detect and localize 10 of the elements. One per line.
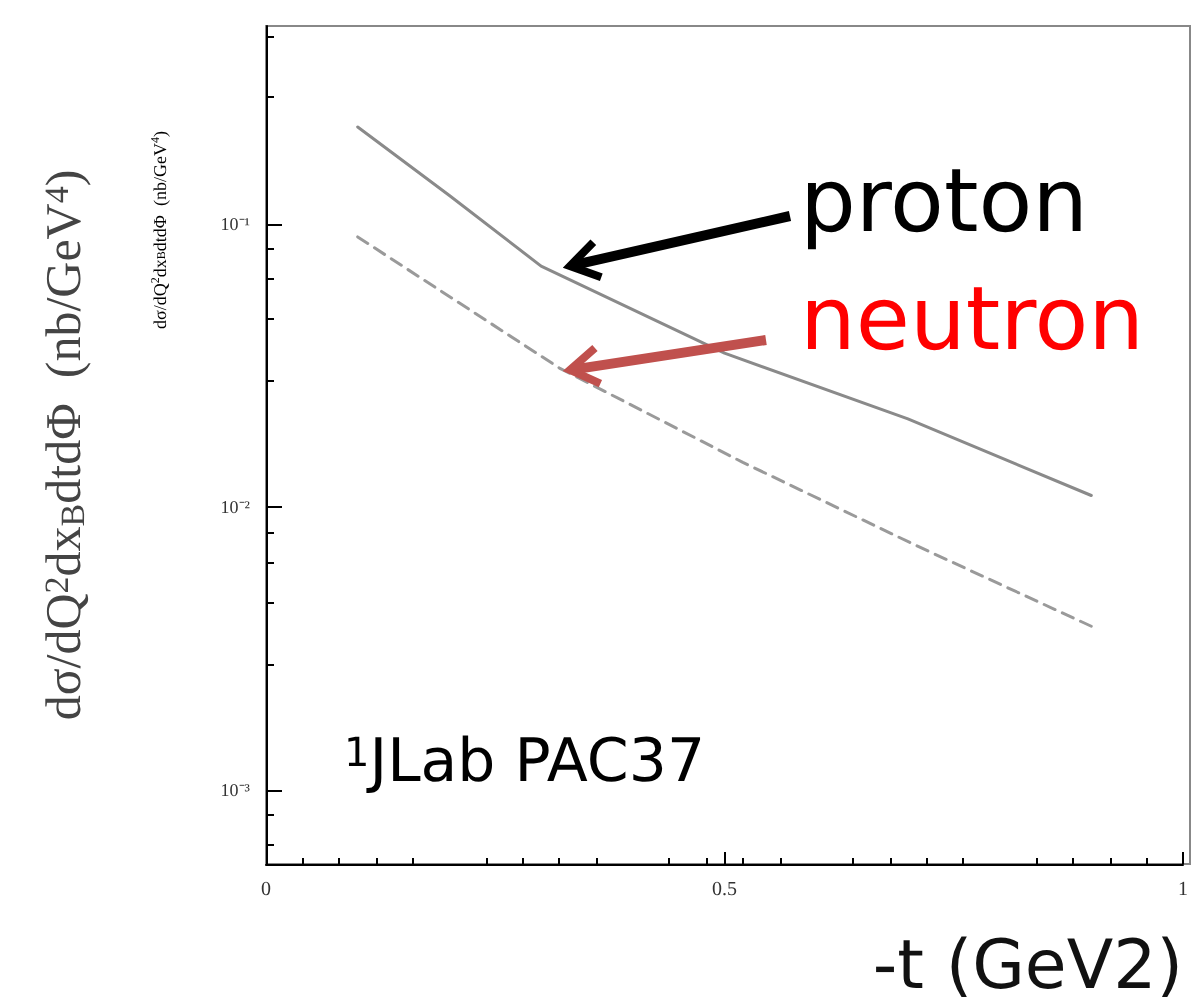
x-tick-label: 1: [1178, 879, 1188, 901]
x-tick-label: 0: [261, 879, 271, 901]
y-tick-label: 10⁻³: [220, 780, 251, 801]
series-label: neutron: [800, 269, 1145, 371]
series-label: proton: [800, 151, 1089, 253]
y-axis-title: dσ/dQ2dxBdtdΦ (nb/GeV4): [38, 169, 92, 721]
y-tick-label: 10⁻²: [220, 497, 251, 518]
y-tick-label: 10⁻¹: [220, 213, 251, 234]
x-tick-label: 0.5: [712, 879, 737, 901]
x-axis-title: -t (GeV2): [872, 926, 1183, 1006]
